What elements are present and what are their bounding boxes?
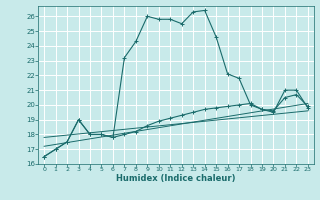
X-axis label: Humidex (Indice chaleur): Humidex (Indice chaleur) <box>116 174 236 183</box>
